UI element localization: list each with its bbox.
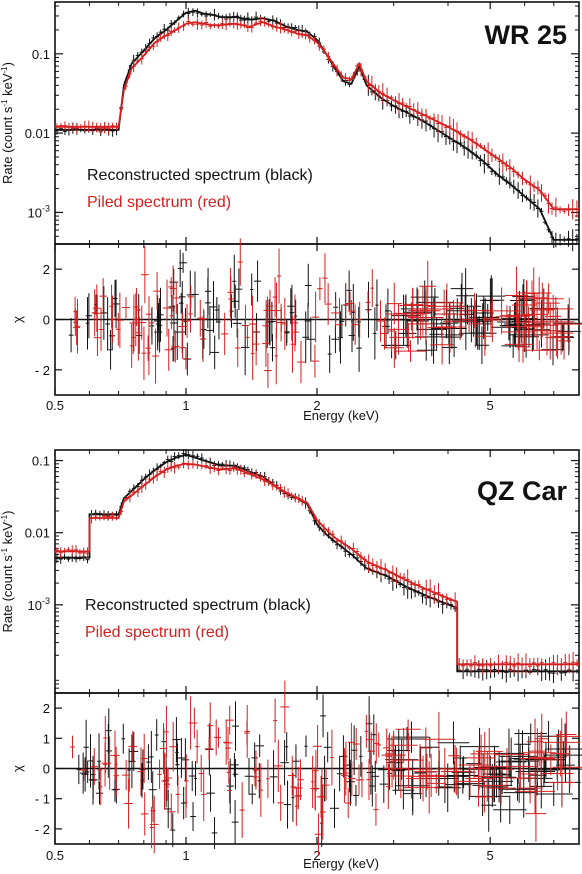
legend-entry-reconstructed: Reconstructed spectrum (black): [87, 167, 313, 184]
y-tick-label: 10-3: [28, 596, 50, 613]
y-tick-label: 0.1: [32, 454, 50, 469]
model-line: [55, 462, 579, 666]
x-axis-title: Energy (keV): [303, 408, 379, 423]
residuals-piled: [72, 238, 582, 389]
y-axis-title-exponent: -1: [0, 514, 9, 522]
x-tick-label: 5: [487, 848, 494, 863]
y-tick-base: 10: [28, 598, 42, 613]
x-tick-label: 0.5: [46, 398, 64, 413]
residual-y-tick-label: - 2: [35, 822, 50, 837]
model-line: [55, 453, 579, 673]
residuals-piled: [70, 680, 582, 856]
model-line: [55, 21, 579, 211]
series-piled: [54, 457, 580, 676]
residual-y-tick-label: - 2: [35, 363, 50, 378]
y-axis-title-part: keV: [0, 73, 15, 99]
residual-y-tick-label: 1: [43, 731, 50, 746]
y-axis-title-part: Rate (count s: [0, 555, 15, 633]
residual-y-tick-label: 2: [43, 262, 50, 277]
series-piled: [54, 16, 579, 220]
residual-y-tick-label: 0: [43, 762, 50, 777]
legend-entry-piled: Piled spectrum (red): [85, 624, 229, 641]
residual-y-title: χ: [10, 316, 25, 323]
y-axis-title-part: ): [0, 62, 15, 66]
y-axis-title-exponent: -1: [0, 99, 9, 107]
star-name-label: QZ Car: [477, 476, 568, 506]
star-name-label: WR 25: [484, 20, 567, 50]
x-tick-label: 2: [313, 848, 320, 863]
y-tick-exponent: -3: [42, 203, 50, 213]
model-line: [55, 9, 579, 241]
x-tick-label: 1: [182, 398, 189, 413]
y-axis-title-exponent: -1: [0, 547, 9, 555]
x-tick-label: 1: [182, 848, 189, 863]
residual-y-tick-label: 2: [43, 701, 50, 716]
y-tick-exponent: -3: [42, 596, 50, 606]
residual-y-tick-label: 0: [43, 313, 50, 328]
y-axis-title: Rate (count s-1 keV-1): [0, 62, 15, 184]
y-axis-title: Rate (count s-1 keV-1): [0, 511, 15, 633]
legend-entry-piled: Piled spectrum (red): [87, 194, 231, 211]
y-tick-label: 0.01: [25, 126, 50, 141]
x-axis-title: Energy (keV): [303, 856, 379, 871]
y-axis-title-part: ): [0, 511, 15, 515]
y-tick-base: 10: [28, 205, 42, 220]
x-tick-label: 5: [487, 398, 494, 413]
y-axis-title-exponent: -1: [0, 66, 9, 74]
x-tick-label: 2: [313, 398, 320, 413]
y-tick-label: 0.01: [25, 526, 50, 541]
y-tick-label: 10-3: [28, 203, 50, 220]
y-axis-title-part: Rate (count s: [0, 106, 15, 184]
x-tick-label: 0.5: [46, 848, 64, 863]
residual-y-tick-label: - 1: [35, 792, 50, 807]
residual-y-title: χ: [10, 765, 25, 772]
y-axis-title-part: keV: [0, 522, 15, 548]
y-tick-label: 0.1: [32, 47, 50, 62]
residuals-reconstructed: [76, 694, 582, 849]
legend-entry-reconstructed: Reconstructed spectrum (black): [85, 597, 311, 614]
